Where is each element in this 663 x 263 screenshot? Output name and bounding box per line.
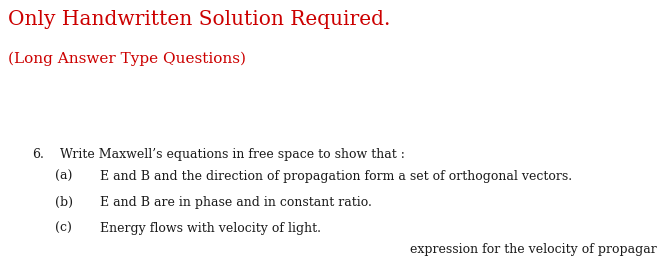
Text: (c): (c) bbox=[55, 222, 72, 235]
Text: Only Handwritten Solution Required.: Only Handwritten Solution Required. bbox=[8, 10, 391, 29]
Text: (a): (a) bbox=[55, 170, 72, 183]
Text: (Long Answer Type Questions): (Long Answer Type Questions) bbox=[8, 52, 246, 66]
Text: Energy flows with velocity of light.: Energy flows with velocity of light. bbox=[100, 222, 321, 235]
Text: Write Maxwell’s equations in free space to show that :: Write Maxwell’s equations in free space … bbox=[60, 148, 405, 161]
Text: E and B are in phase and in constant ratio.: E and B are in phase and in constant rat… bbox=[100, 196, 372, 209]
Text: expression for the velocity of propagar: expression for the velocity of propagar bbox=[410, 243, 657, 256]
Text: E and B and the direction of propagation form a set of orthogonal vectors.: E and B and the direction of propagation… bbox=[100, 170, 572, 183]
Text: (b): (b) bbox=[55, 196, 73, 209]
Text: 6.: 6. bbox=[32, 148, 44, 161]
